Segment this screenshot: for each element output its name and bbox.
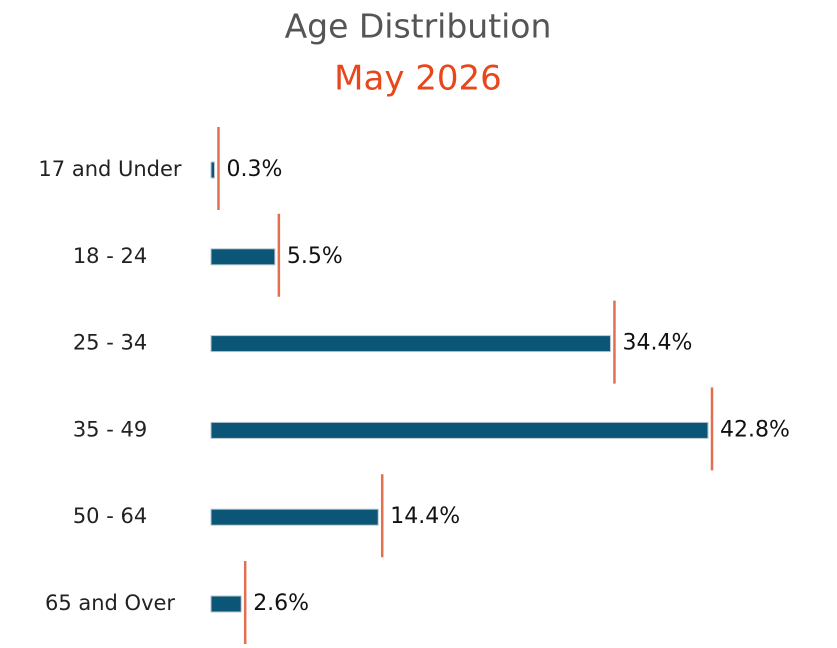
value-label: 2.6% [253,591,309,616]
value-label: 0.3% [226,157,282,182]
category-label: 18 - 24 [73,244,147,268]
value-label: 5.5% [287,244,343,269]
value-label: 42.8% [720,417,790,442]
chart-title: Age Distribution [285,7,552,46]
bar [210,248,276,266]
bar [210,508,379,526]
category-label: 17 and Under [38,157,182,181]
bar [210,595,242,613]
category-label: 25 - 34 [73,331,147,355]
value-label: 34.4% [622,331,692,356]
bar [210,421,709,439]
category-label: 50 - 64 [73,504,147,528]
bar [210,161,215,179]
value-label: 14.4% [390,504,460,529]
bar [210,335,611,353]
category-label: 35 - 49 [73,417,147,441]
chart-subtitle: May 2026 [334,59,502,99]
category-label: 65 and Over [45,591,175,615]
